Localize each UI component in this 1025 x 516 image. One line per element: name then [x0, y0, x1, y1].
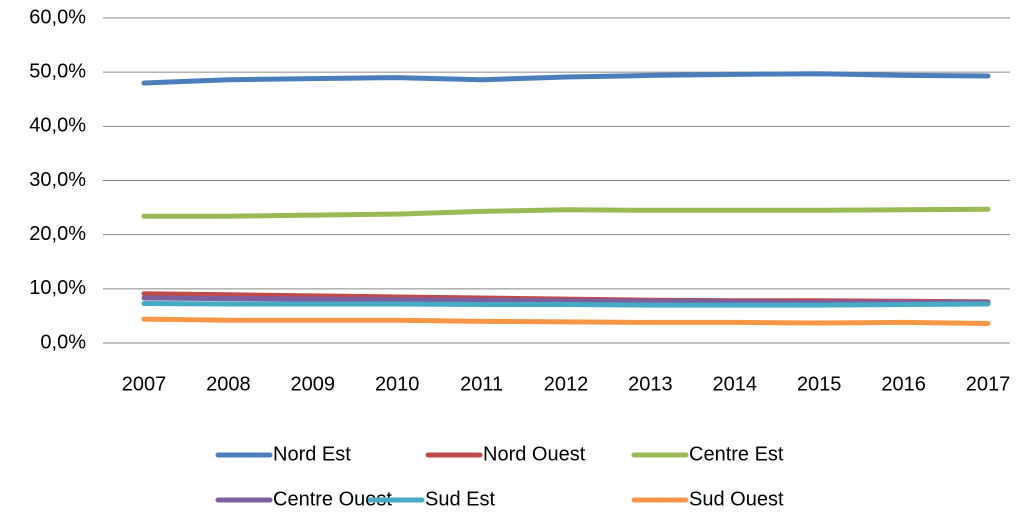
legend-label: Sud Ouest [689, 488, 784, 510]
legend-label: Nord Ouest [483, 443, 586, 465]
series-line [141, 295, 991, 305]
y-tick-label: 30,0% [29, 169, 86, 191]
series-line [141, 300, 991, 308]
x-tick-label: 2017 [966, 373, 1011, 395]
y-tick-label: 0,0% [40, 331, 86, 353]
x-tick-label: 2010 [375, 373, 420, 395]
x-tick-label: 2009 [291, 373, 336, 395]
x-tick-label: 2012 [544, 373, 589, 395]
legend-label: Sud Est [425, 488, 495, 510]
y-tick-label: 50,0% [29, 60, 86, 82]
x-tick-label: 2011 [460, 373, 503, 395]
legend-label: Centre Est [689, 443, 784, 465]
y-tick-label: 40,0% [29, 115, 86, 137]
series-line [141, 71, 991, 86]
legend-label: Centre Ouest [273, 488, 392, 510]
y-tick-label: 10,0% [29, 277, 86, 299]
x-tick-label: 2014 [713, 373, 758, 395]
series-line [141, 316, 991, 326]
x-tick-label: 2007 [122, 373, 167, 395]
x-tick-label: 2008 [206, 373, 251, 395]
x-tick-label: 2015 [797, 373, 842, 395]
legend-label: Nord Est [273, 443, 351, 465]
x-tick-label: 2016 [881, 373, 926, 395]
x-tick-label: 2013 [628, 373, 673, 395]
y-tick-label: 60,0% [29, 6, 86, 28]
y-tick-label: 20,0% [29, 223, 86, 245]
series-line [141, 206, 991, 219]
